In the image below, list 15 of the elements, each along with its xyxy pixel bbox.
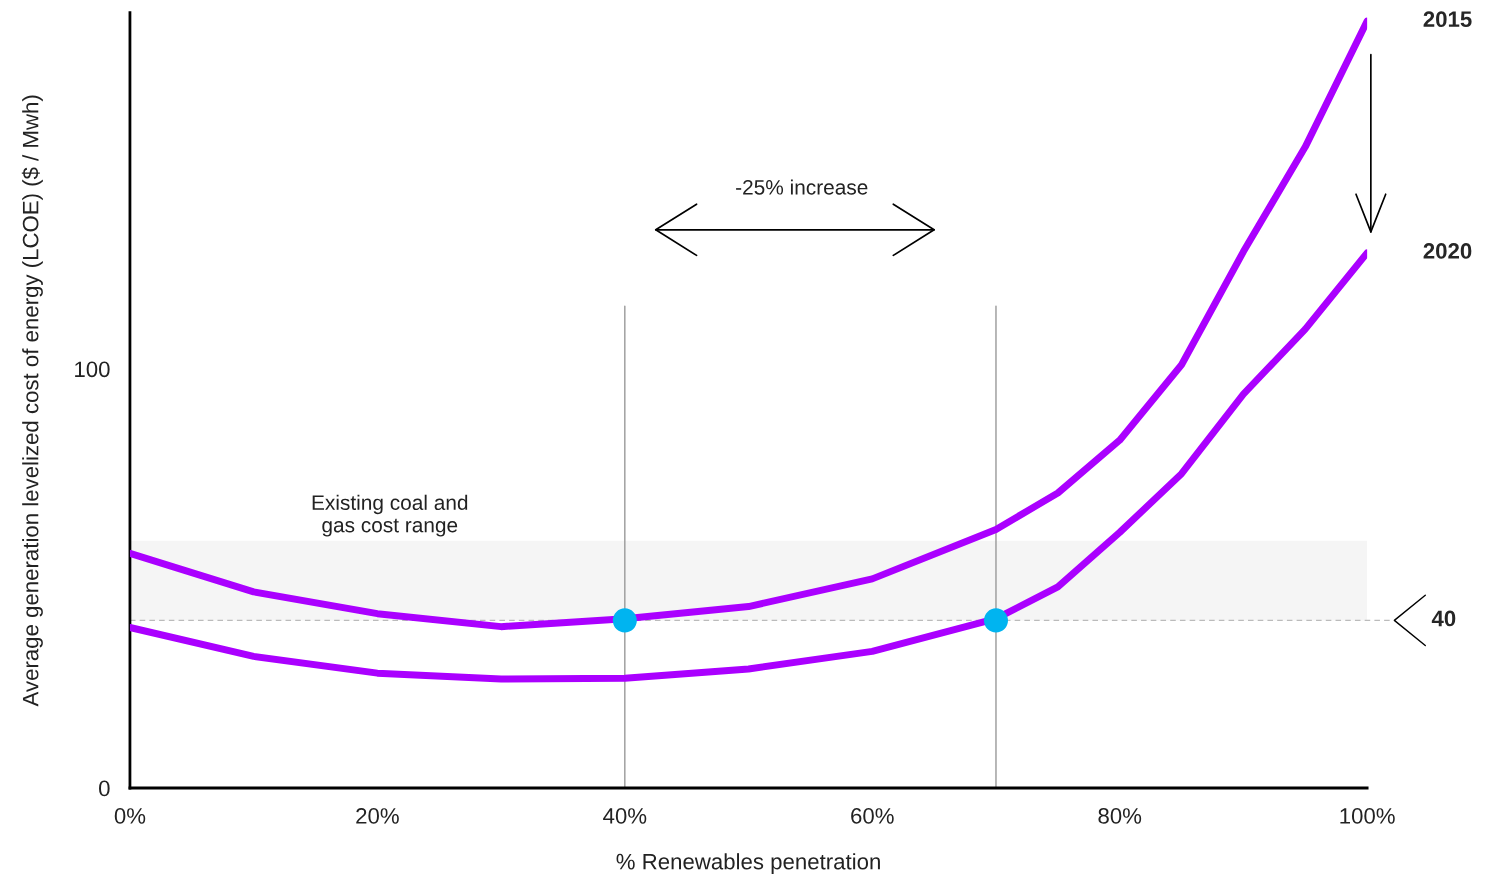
y-tick-label: 0	[99, 780, 110, 797]
text: 2015	[1423, 11, 1472, 28]
annotation: -25% increase	[736, 179, 868, 195]
band-label: Existing coal and gas cost range	[312, 494, 468, 537]
x-tick-label: 60%	[851, 808, 894, 824]
ref-line-label: 40	[1431, 610, 1456, 627]
x-tick-label: 0%	[114, 808, 146, 824]
y-tick-label: 100	[75, 361, 110, 378]
x-tick-label: 40%	[603, 808, 647, 824]
x-tick-label: 20%	[356, 808, 399, 824]
x-tick-label: 100%	[1340, 808, 1395, 824]
text: 2020	[1423, 243, 1472, 259]
x-tick-label: 80%	[1098, 808, 1142, 824]
y-axis-title: Average generation levelized cost of energy (LCOE) ($ / Mwh)	[21, 95, 43, 707]
x-axis-title: % Renewables penetration	[616, 853, 880, 874]
